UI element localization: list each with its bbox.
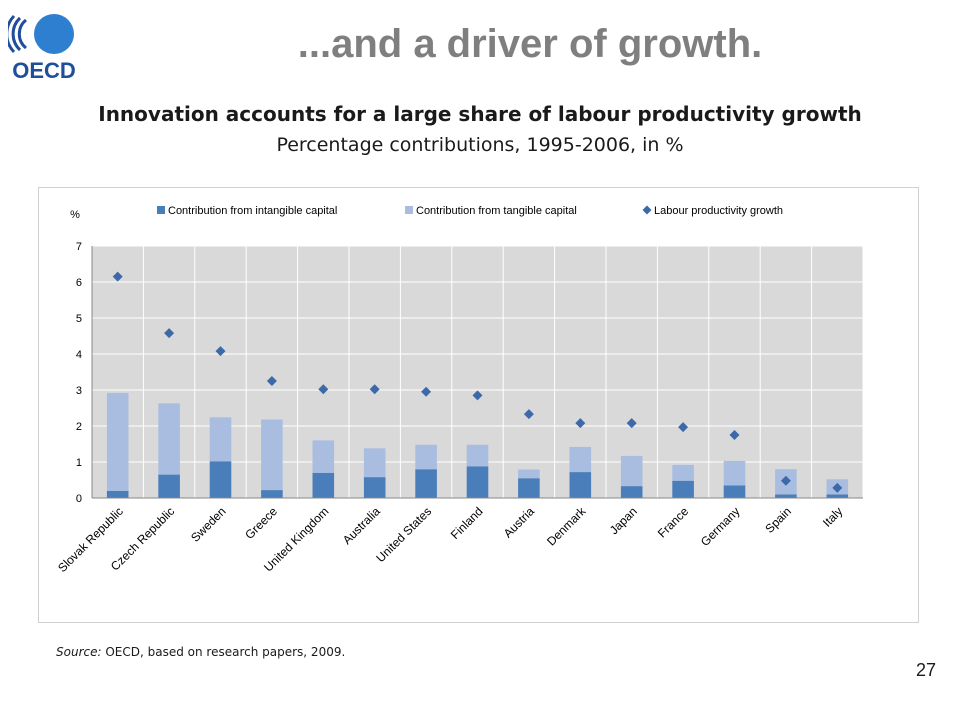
legend-swatch (157, 206, 165, 214)
page-number: 27 (915, 660, 936, 680)
y-tick-label: 0 (76, 493, 82, 505)
marker-productivity (575, 418, 586, 429)
x-tick-label: Finland (448, 504, 486, 542)
bar-intangible (415, 469, 437, 498)
marker-productivity (164, 328, 175, 339)
x-tick-label: Austria (501, 504, 538, 541)
marker-productivity (421, 386, 432, 397)
oecd-logo: OECD (5, 8, 80, 83)
marker-productivity (626, 418, 637, 429)
marker-productivity (318, 384, 329, 395)
x-tick-label: France (655, 504, 692, 541)
oecd-logo-text: OECD (12, 58, 76, 83)
bars-group (106, 392, 849, 498)
bar-intangible (209, 461, 232, 498)
bar-tangible (363, 448, 386, 478)
bar-tangible (518, 469, 540, 479)
legend-label: Contribution from tangible capital (416, 205, 577, 217)
y-tick-label: 7 (76, 241, 82, 253)
marker-productivity (780, 475, 791, 486)
marker-productivity (266, 376, 277, 386)
bar-tangible (466, 444, 489, 467)
marker-productivity (729, 430, 740, 440)
bar-intangible (363, 477, 386, 498)
y-tick-label: 4 (76, 349, 82, 361)
legend: Contribution from intangible capital Cont… (157, 205, 783, 217)
source-note: Source: OECD, based on research papers, … (56, 645, 345, 659)
marker-productivity (472, 390, 483, 401)
bar-intangible (106, 490, 129, 498)
chart-title: Innovation accounts for a large share of… (98, 102, 862, 126)
y-tick-label: 5 (76, 313, 82, 325)
marker-productivity (832, 482, 843, 493)
marker-productivity (523, 409, 534, 420)
bar-intangible (569, 472, 592, 498)
x-tick-label: Italy (820, 504, 845, 529)
source-label: Source: (56, 645, 102, 659)
y-axis-label: % (70, 209, 80, 221)
bar-tangible (569, 446, 592, 473)
bar-tangible (723, 460, 746, 486)
chart-subtitle: Percentage contributions, 1995-2006, in … (276, 134, 684, 156)
bar-tangible (158, 403, 180, 475)
bar-tangible (209, 417, 232, 462)
slide-title: ...and a driver of growth. (297, 22, 763, 66)
legend-swatch (405, 206, 413, 214)
bar-intangible (723, 485, 746, 498)
y-tick-label: 2 (76, 421, 82, 433)
marker-productivity (112, 271, 123, 282)
y-tick-label: 3 (76, 385, 82, 397)
x-tick-label: Greece (242, 504, 280, 542)
bar-tangible (312, 440, 335, 473)
marker-productivity (678, 422, 689, 433)
legend-swatch (642, 205, 652, 215)
marker-productivity (369, 384, 380, 395)
bar-intangible (672, 480, 694, 498)
x-tick-label: Spain (762, 504, 794, 536)
markers-group (112, 271, 843, 493)
x-tick-label: Australia (340, 504, 383, 547)
bar-intangible (261, 490, 283, 498)
bar-tangible (672, 464, 694, 481)
chart-container: 0 1 2 3 4 5 6 7% Slovak Republic Czech Republic Sw… (38, 187, 919, 623)
marker-productivity (215, 346, 226, 357)
bar-intangible (518, 478, 540, 498)
legend-label: Labour productivity growth (654, 205, 783, 217)
y-tick-label: 6 (76, 277, 82, 289)
source-text: OECD, based on research papers, 2009. (101, 645, 346, 659)
x-tick-label: Sweden (188, 504, 229, 545)
x-tick-label: Denmark (544, 504, 589, 549)
y-tick-label: 1 (76, 457, 82, 469)
bar-intangible (312, 472, 335, 498)
oecd-logo-emblem (5, 14, 74, 54)
x-tick-label: Japan (607, 504, 640, 537)
bar-intangible (620, 486, 643, 498)
legend-label: Contribution from intangible capital (168, 205, 337, 217)
bar-intangible (775, 494, 797, 498)
bar-intangible (466, 466, 489, 498)
x-tick-label: Germany (698, 504, 743, 549)
bar-tangible (261, 419, 283, 491)
x-tick-label: United States (373, 504, 434, 565)
bar-intangible (158, 474, 180, 498)
bar-tangible (415, 444, 437, 470)
bar-tangible (620, 455, 643, 487)
bar-intangible (826, 494, 849, 498)
bar-tangible (106, 392, 129, 491)
